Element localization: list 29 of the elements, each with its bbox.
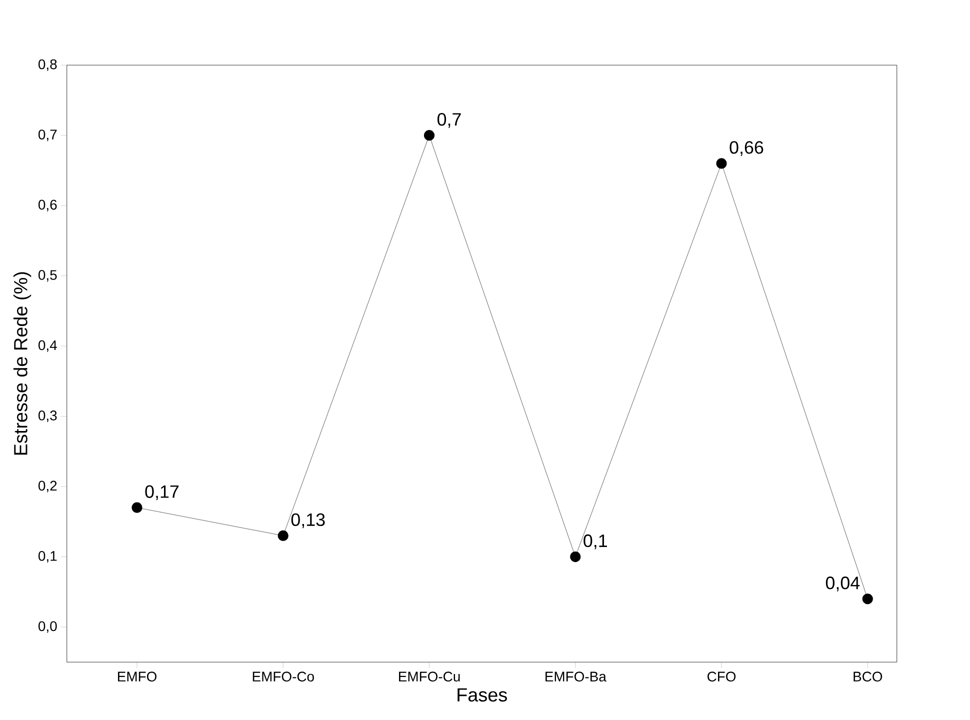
point: [132, 502, 142, 513]
point: [424, 130, 435, 141]
data-label: 0,04: [826, 576, 860, 592]
x-tick-label: EMFO-Cu: [399, 672, 460, 682]
x-axis-title: Fases: [458, 688, 507, 702]
x-tick-label: EMFO: [118, 672, 156, 682]
point: [862, 594, 873, 604]
y-tick-label: 0,7: [38, 130, 57, 142]
y-tick-label: 0,4: [38, 340, 57, 352]
y-tick-label: 0,0: [38, 621, 57, 633]
y-tick-label: 0,3: [38, 410, 57, 422]
x-tick-label: BCO: [854, 672, 882, 682]
point: [278, 530, 288, 541]
y-tick-label: 0,1: [38, 550, 57, 563]
data-label: 0,66: [730, 141, 764, 156]
y-tick-label: 0,8: [38, 59, 57, 71]
x-tick-label: EMFO-Co: [252, 672, 314, 682]
y-tick-label: 0,2: [38, 480, 57, 492]
data-label: 0,17: [145, 485, 179, 500]
data-label: 0,7: [437, 113, 461, 128]
data-label: 0,1: [584, 534, 607, 550]
x-tick-label: EMFO-Ba: [546, 672, 606, 682]
data-label: 0,13: [291, 513, 325, 528]
y-tick-label: 0,5: [38, 270, 57, 282]
x-tick-label: CFO: [708, 672, 736, 682]
point: [570, 551, 581, 562]
point: [716, 158, 727, 169]
y-axis-title: Estresse de Rede (%): [13, 272, 32, 455]
y-tick-label: 0,6: [38, 200, 57, 212]
